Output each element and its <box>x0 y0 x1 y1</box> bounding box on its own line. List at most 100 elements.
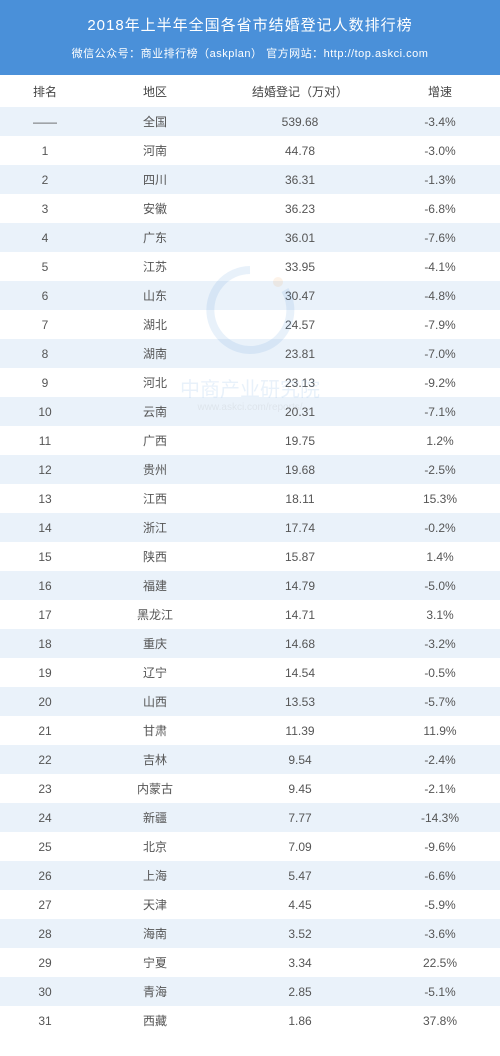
document-title: 2018年上半年全国各省市结婚登记人数排行榜 <box>10 14 490 35</box>
cell-rank: 13 <box>0 492 90 506</box>
cell-rank: 4 <box>0 231 90 245</box>
table-row: 18重庆14.68-3.2% <box>0 629 500 658</box>
cell-growth: -2.5% <box>380 463 500 477</box>
table-row: 14浙江17.74-0.2% <box>0 513 500 542</box>
cell-growth: -4.8% <box>380 289 500 303</box>
cell-rank: 21 <box>0 724 90 738</box>
cell-growth: -6.6% <box>380 869 500 883</box>
cell-region: 江苏 <box>90 258 220 275</box>
table-row: 3安徽36.23-6.8% <box>0 194 500 223</box>
cell-growth: -0.2% <box>380 521 500 535</box>
cell-growth: -3.6% <box>380 927 500 941</box>
table-row: 22吉林9.54-2.4% <box>0 745 500 774</box>
cell-region: 吉林 <box>90 751 220 768</box>
cell-count: 539.68 <box>220 115 380 129</box>
cell-growth: 11.9% <box>380 724 500 738</box>
cell-growth: 37.8% <box>380 1014 500 1028</box>
cell-region: 河北 <box>90 374 220 391</box>
cell-count: 17.74 <box>220 521 380 535</box>
table-row: 10云南20.31-7.1% <box>0 397 500 426</box>
cell-rank: 29 <box>0 956 90 970</box>
cell-rank: 27 <box>0 898 90 912</box>
cell-region: 江西 <box>90 490 220 507</box>
table-row: 5江苏33.95-4.1% <box>0 252 500 281</box>
cell-rank: 14 <box>0 521 90 535</box>
cell-region: 云南 <box>90 403 220 420</box>
cell-region: 湖北 <box>90 316 220 333</box>
cell-growth: -3.2% <box>380 637 500 651</box>
cell-count: 23.13 <box>220 376 380 390</box>
table-row: 30青海2.85-5.1% <box>0 977 500 1006</box>
cell-count: 9.54 <box>220 753 380 767</box>
cell-region: 宁夏 <box>90 954 220 971</box>
table-row: ——全国539.68-3.4% <box>0 107 500 136</box>
cell-count: 36.23 <box>220 202 380 216</box>
cell-region: 重庆 <box>90 635 220 652</box>
table-row: 20山西13.53-5.7% <box>0 687 500 716</box>
cell-region: 新疆 <box>90 809 220 826</box>
cell-growth: -7.1% <box>380 405 500 419</box>
cell-growth: -9.6% <box>380 840 500 854</box>
table-row: 8湖南23.81-7.0% <box>0 339 500 368</box>
ranking-document: 2018年上半年全国各省市结婚登记人数排行榜 微信公众号：商业排行榜（askpl… <box>0 0 500 1035</box>
cell-growth: -6.8% <box>380 202 500 216</box>
col-header-count: 结婚登记（万对） <box>220 83 380 100</box>
cell-count: 14.79 <box>220 579 380 593</box>
cell-rank: 30 <box>0 985 90 999</box>
cell-count: 14.54 <box>220 666 380 680</box>
cell-growth: -1.3% <box>380 173 500 187</box>
table-row: 31西藏1.8637.8% <box>0 1006 500 1035</box>
cell-rank: 20 <box>0 695 90 709</box>
cell-rank: 9 <box>0 376 90 390</box>
col-header-growth: 增速 <box>380 83 500 100</box>
table-row: 23内蒙古9.45-2.1% <box>0 774 500 803</box>
cell-count: 36.31 <box>220 173 380 187</box>
table-row: 12贵州19.68-2.5% <box>0 455 500 484</box>
ranking-table: 排名 地区 结婚登记（万对） 增速 ——全国539.68-3.4%1河南44.7… <box>0 75 500 1035</box>
cell-region: 青海 <box>90 983 220 1000</box>
cell-growth: -5.1% <box>380 985 500 999</box>
cell-rank: 26 <box>0 869 90 883</box>
cell-count: 11.39 <box>220 724 380 738</box>
cell-region: 山东 <box>90 287 220 304</box>
cell-count: 14.68 <box>220 637 380 651</box>
table-row: 21甘肃11.3911.9% <box>0 716 500 745</box>
document-header: 2018年上半年全国各省市结婚登记人数排行榜 微信公众号：商业排行榜（askpl… <box>0 0 500 75</box>
table-row: 29宁夏3.3422.5% <box>0 948 500 977</box>
cell-growth: 22.5% <box>380 956 500 970</box>
cell-rank: 1 <box>0 144 90 158</box>
cell-count: 2.85 <box>220 985 380 999</box>
cell-region: 湖南 <box>90 345 220 362</box>
cell-rank: 24 <box>0 811 90 825</box>
cell-count: 18.11 <box>220 492 380 506</box>
cell-region: 辽宁 <box>90 664 220 681</box>
cell-region: 海南 <box>90 925 220 942</box>
cell-rank: 10 <box>0 405 90 419</box>
table-row: 24新疆7.77-14.3% <box>0 803 500 832</box>
cell-count: 14.71 <box>220 608 380 622</box>
table-row: 2四川36.31-1.3% <box>0 165 500 194</box>
cell-rank: 31 <box>0 1014 90 1028</box>
cell-growth: -7.0% <box>380 347 500 361</box>
cell-rank: 2 <box>0 173 90 187</box>
table-row: 11广西19.751.2% <box>0 426 500 455</box>
col-header-rank: 排名 <box>0 83 90 100</box>
cell-count: 7.09 <box>220 840 380 854</box>
cell-count: 4.45 <box>220 898 380 912</box>
cell-count: 19.75 <box>220 434 380 448</box>
cell-rank: 19 <box>0 666 90 680</box>
cell-growth: -4.1% <box>380 260 500 274</box>
cell-rank: 22 <box>0 753 90 767</box>
cell-growth: -3.4% <box>380 115 500 129</box>
table-row: 4广东36.01-7.6% <box>0 223 500 252</box>
table-row: 6山东30.47-4.8% <box>0 281 500 310</box>
cell-rank: —— <box>0 115 90 129</box>
cell-growth: 1.2% <box>380 434 500 448</box>
table-row: 27天津4.45-5.9% <box>0 890 500 919</box>
cell-growth: 3.1% <box>380 608 500 622</box>
cell-count: 13.53 <box>220 695 380 709</box>
cell-growth: -7.6% <box>380 231 500 245</box>
cell-count: 44.78 <box>220 144 380 158</box>
table-row: 9河北23.13-9.2% <box>0 368 500 397</box>
cell-growth: -9.2% <box>380 376 500 390</box>
